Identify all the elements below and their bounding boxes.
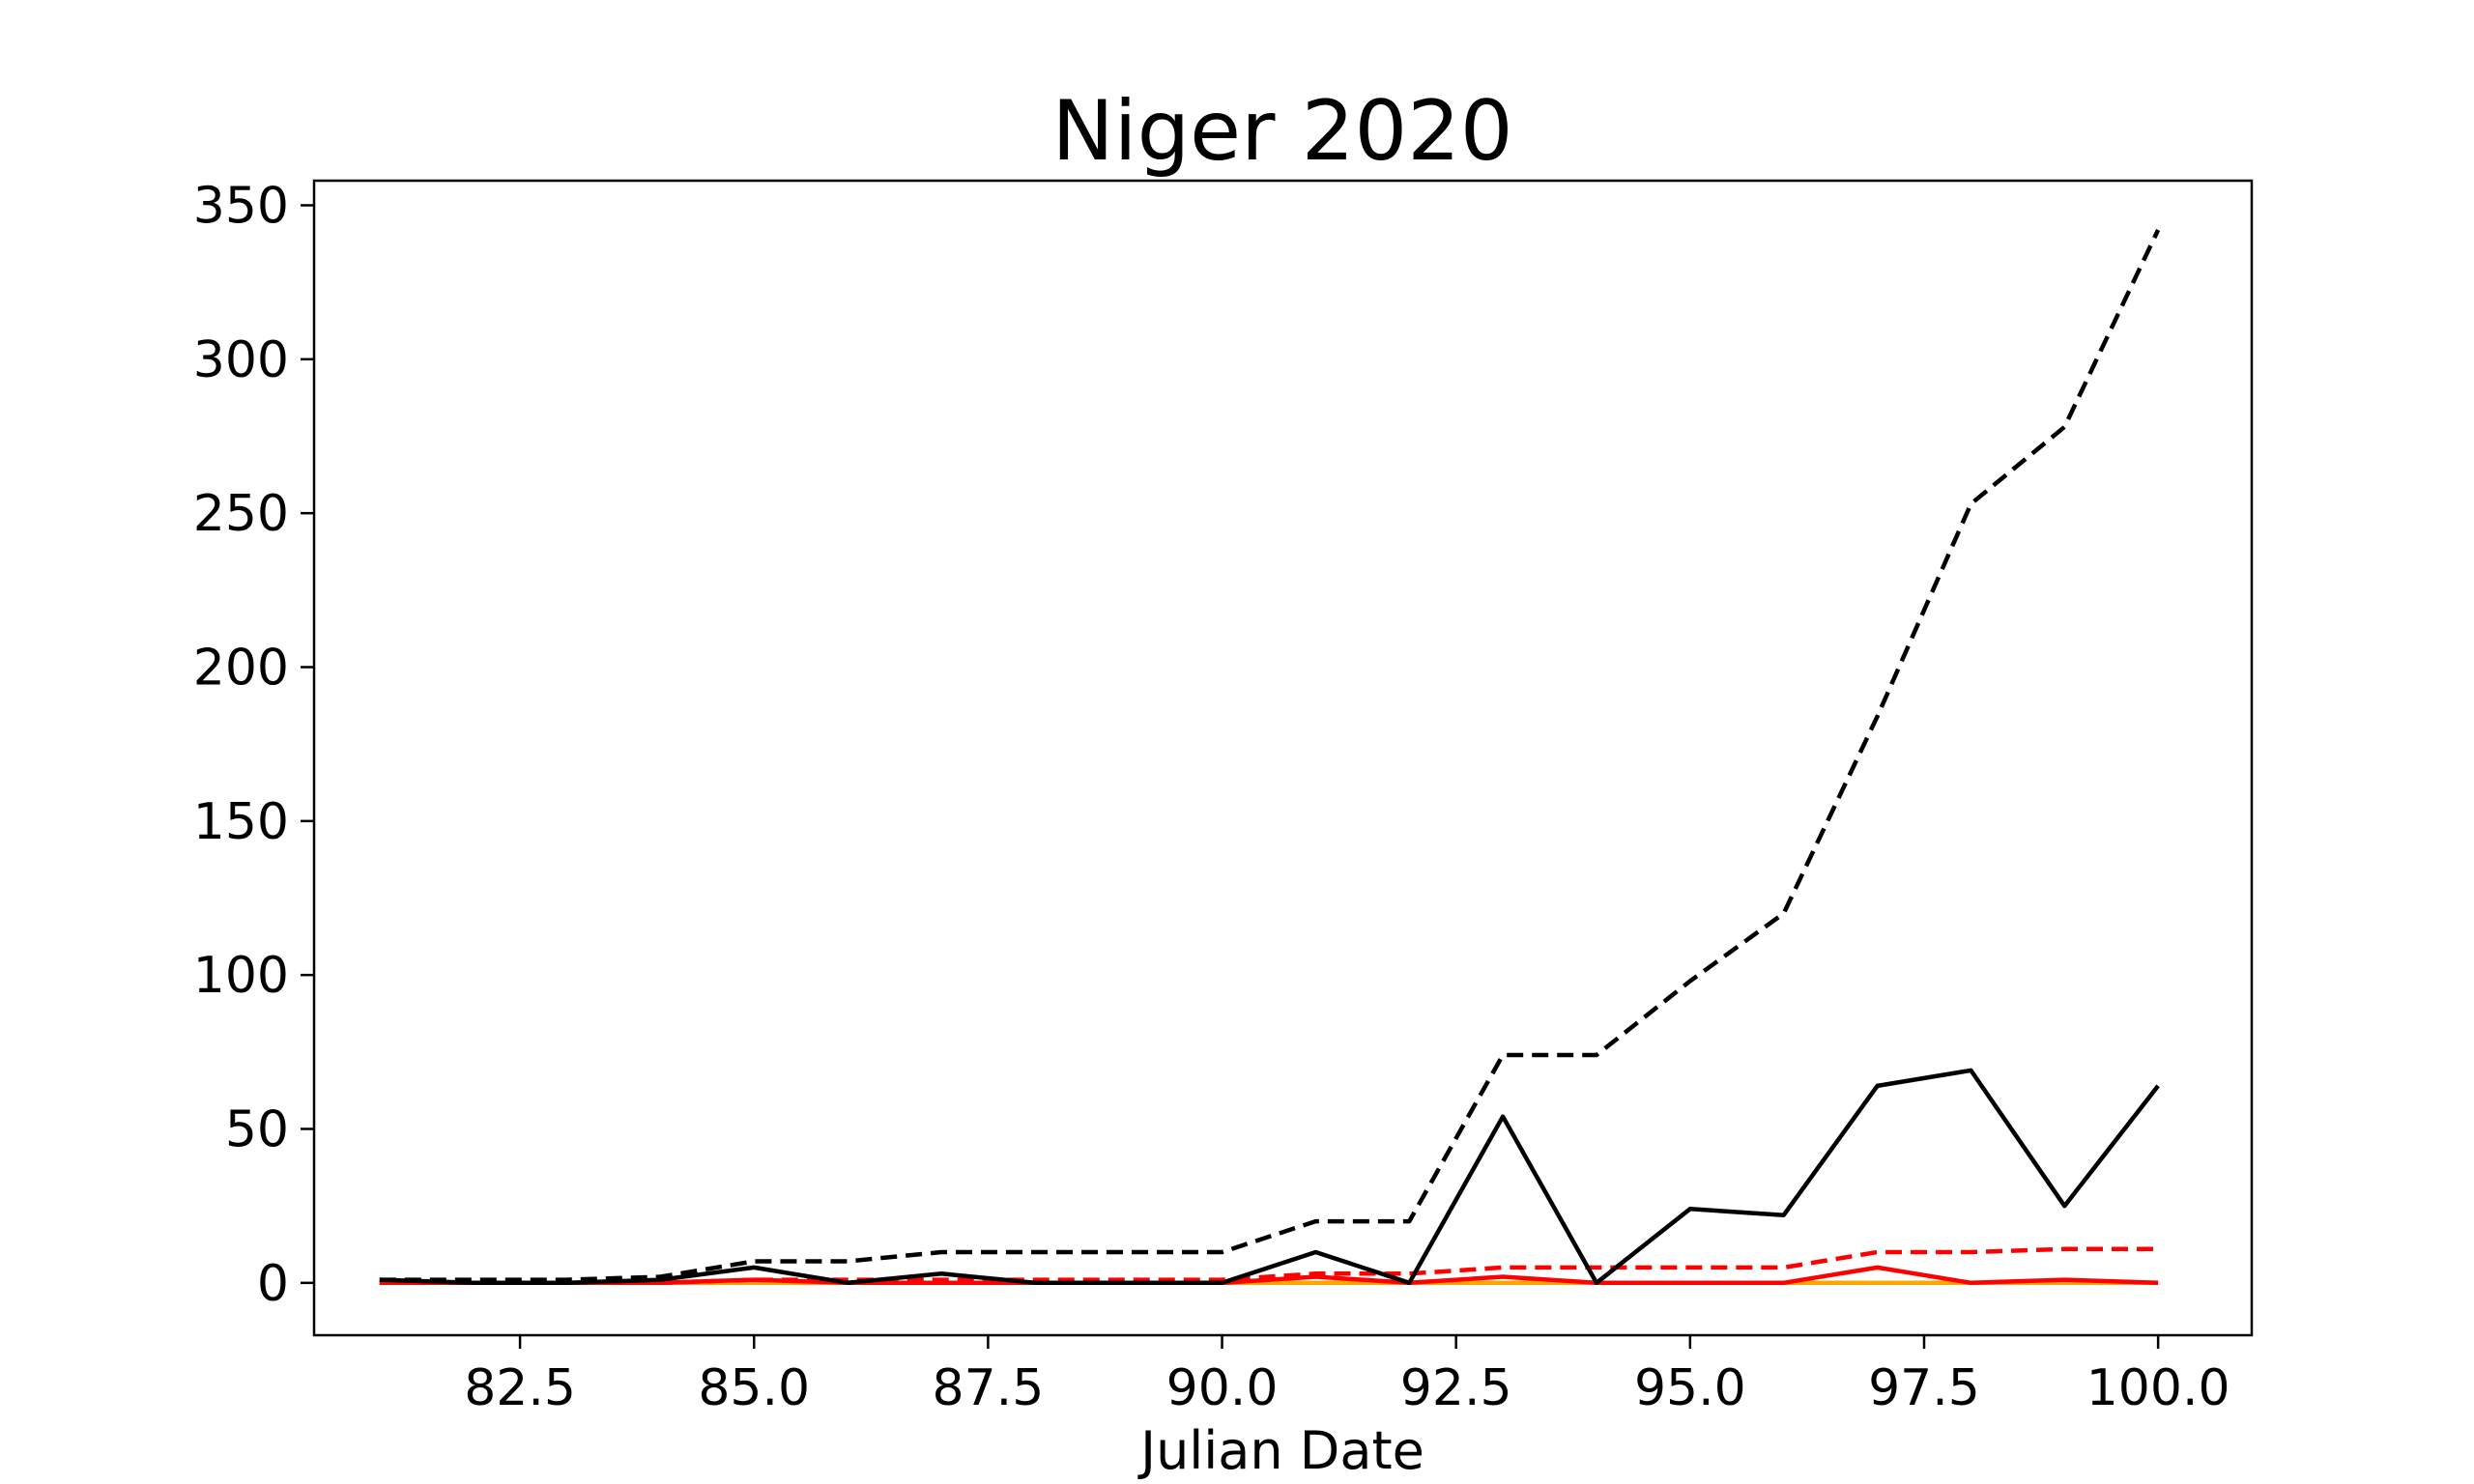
x-axis-title: Julian Date [1137, 1420, 1424, 1481]
x-tick-label: 92.5 [1400, 1359, 1512, 1417]
x-tick-label: 82.5 [464, 1359, 576, 1417]
series-line-2 [379, 1246, 2159, 1286]
y-tick-label: 150 [193, 793, 289, 851]
series-line-3 [379, 1265, 2159, 1286]
x-tick-label: 97.5 [1868, 1359, 1980, 1417]
plot-frame [312, 179, 2254, 1337]
x-tick-label: 87.5 [933, 1359, 1045, 1417]
x-tick-label: 90.0 [1166, 1359, 1279, 1417]
y-tick-label: 300 [193, 331, 289, 389]
series-line-0 [379, 229, 2161, 1282]
x-tick-label: 85.0 [698, 1359, 810, 1417]
y-tick-label: 200 [193, 639, 289, 697]
y-tick-label: 350 [193, 177, 289, 235]
y-tick-label: 50 [225, 1100, 289, 1158]
series-line-1 [379, 1068, 2160, 1286]
x-tick-label: 95.0 [1634, 1359, 1746, 1417]
series-layer [379, 229, 2161, 1286]
y-tick-label: 250 [193, 485, 289, 543]
y-tick-label: 100 [193, 947, 289, 1005]
y-tick-label: 0 [257, 1255, 289, 1313]
x-tick-label: 100.0 [2086, 1359, 2230, 1417]
chart-title: Niger 2020 [1051, 83, 1512, 180]
axes-layer: 82.5 85.0 87.5 90.0 92.5 95.0 97.5 100.0 0 50 100 1… [193, 177, 2230, 1417]
